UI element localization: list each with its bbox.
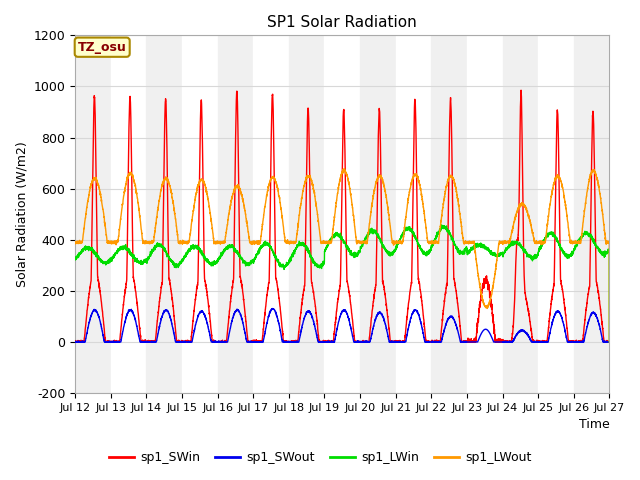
- sp1_SWin: [605, 339, 612, 345]
- Bar: [147, 36, 182, 393]
- sp1_SWin: [72, 339, 79, 345]
- Bar: [574, 36, 609, 393]
- sp1_LWin: [605, 248, 612, 254]
- sp1_SWout: [605, 339, 612, 345]
- sp1_LWin: [438, 222, 445, 228]
- sp1_LWout: [462, 240, 470, 246]
- sp1_SWout: [462, 338, 470, 344]
- Y-axis label: Solar Radiation (W/m2): Solar Radiation (W/m2): [15, 141, 28, 287]
- sp1_SWout: [492, 339, 500, 345]
- Bar: [75, 36, 111, 393]
- sp1_SWin: [71, 338, 79, 344]
- Line: sp1_LWin: sp1_LWin: [75, 225, 609, 342]
- sp1_LWout: [492, 261, 500, 267]
- sp1_SWin: [168, 288, 175, 294]
- sp1_SWout: [167, 317, 175, 323]
- Legend: sp1_SWin, sp1_SWout, sp1_LWin, sp1_LWout: sp1_SWin, sp1_SWout, sp1_LWin, sp1_LWout: [104, 446, 536, 469]
- sp1_LWin: [323, 244, 330, 250]
- sp1_LWin: [492, 252, 500, 258]
- sp1_LWin: [71, 256, 79, 262]
- Bar: [431, 36, 467, 393]
- sp1_LWout: [71, 240, 79, 245]
- sp1_LWout: [323, 239, 330, 244]
- Bar: [218, 36, 253, 393]
- Bar: [324, 36, 360, 393]
- X-axis label: Time: Time: [579, 419, 609, 432]
- sp1_LWin: [433, 234, 440, 240]
- sp1_SWin: [462, 339, 470, 345]
- sp1_SWin: [323, 339, 330, 345]
- Bar: [111, 36, 147, 393]
- Bar: [467, 36, 502, 393]
- sp1_LWout: [605, 339, 613, 345]
- sp1_LWout: [340, 166, 348, 171]
- Bar: [502, 36, 538, 393]
- Bar: [609, 36, 640, 393]
- Title: SP1 Solar Radiation: SP1 Solar Radiation: [268, 15, 417, 30]
- Bar: [396, 36, 431, 393]
- Bar: [289, 36, 324, 393]
- sp1_SWin: [433, 339, 440, 345]
- Bar: [538, 36, 574, 393]
- sp1_SWout: [269, 306, 276, 312]
- sp1_LWin: [605, 339, 613, 345]
- sp1_LWin: [462, 245, 470, 251]
- sp1_SWin: [492, 339, 500, 345]
- Bar: [253, 36, 289, 393]
- Line: sp1_LWout: sp1_LWout: [75, 168, 609, 342]
- sp1_LWout: [167, 190, 175, 196]
- sp1_SWout: [323, 339, 330, 345]
- sp1_SWout: [433, 338, 440, 344]
- sp1_LWout: [605, 240, 612, 246]
- sp1_LWout: [433, 239, 440, 244]
- Line: sp1_SWin: sp1_SWin: [75, 90, 609, 342]
- Bar: [182, 36, 218, 393]
- sp1_SWin: [517, 87, 525, 93]
- sp1_LWin: [167, 257, 175, 263]
- Line: sp1_SWout: sp1_SWout: [75, 309, 609, 342]
- Text: TZ_osu: TZ_osu: [78, 41, 127, 54]
- sp1_SWin: [605, 339, 613, 345]
- sp1_SWout: [71, 339, 79, 345]
- sp1_SWout: [605, 339, 613, 345]
- Bar: [360, 36, 396, 393]
